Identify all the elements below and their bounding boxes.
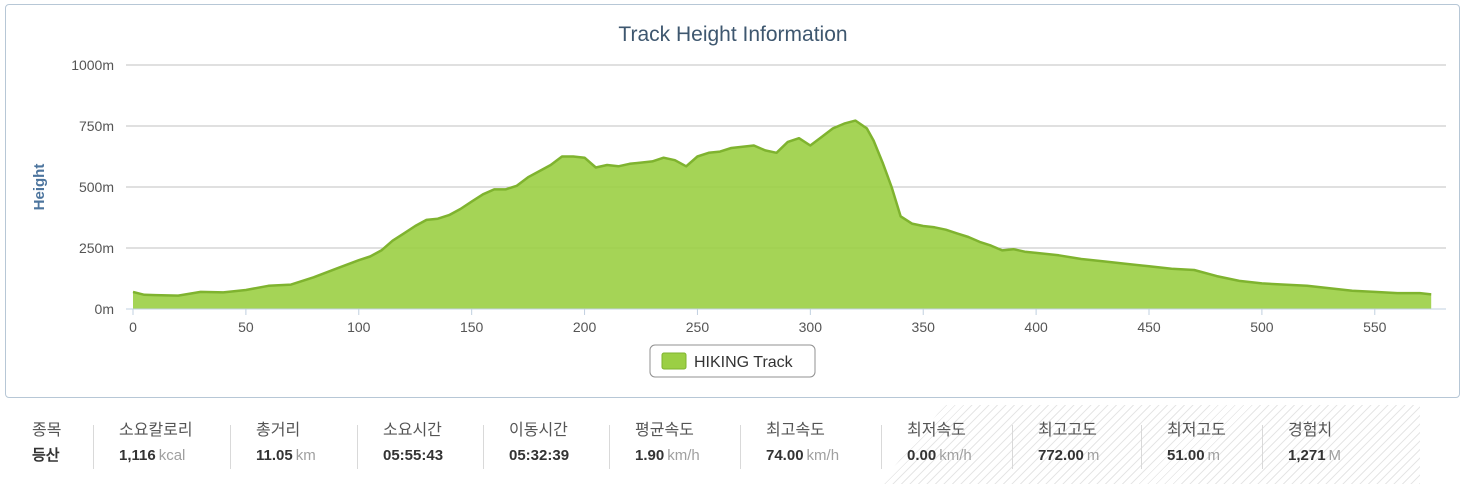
x-tick-label: 200 — [573, 319, 597, 335]
x-tick-label: 300 — [799, 319, 823, 335]
stat-divider — [1262, 425, 1263, 469]
stat-value: 772.00 m — [1038, 447, 1100, 464]
x-tick-label: 400 — [1024, 319, 1048, 335]
y-tick-label: 1000m — [71, 57, 114, 73]
stat-label: 최저속도 — [907, 422, 966, 439]
stat-value: 0.00 km/h — [907, 447, 972, 464]
x-tick-label: 550 — [1363, 319, 1387, 335]
decorative-hatch — [880, 405, 1420, 484]
stat-divider — [1141, 425, 1142, 469]
stat-divider — [740, 425, 741, 469]
stat-label: 총거리 — [256, 422, 301, 439]
stat-value: 51.00 m — [1167, 447, 1221, 464]
stat-experience: 경험치 1,271 M — [1288, 421, 1341, 473]
x-tick-label: 500 — [1250, 319, 1274, 335]
stat-value: 1,271 M — [1288, 447, 1342, 464]
stat-elapsed-time: 소요시간 05:55:43 — [383, 421, 446, 473]
legend-swatch — [661, 352, 687, 370]
x-tick-label: 100 — [347, 319, 371, 335]
stat-calories: 소요칼로리 1,116 kcal — [119, 421, 193, 473]
stat-max-altitude: 최고고도 772.00 m — [1038, 421, 1099, 473]
stat-total-distance: 총거리 11.05 km — [256, 421, 316, 473]
stat-divider — [1012, 425, 1013, 469]
chart-title: Track Height Information — [618, 23, 847, 46]
x-tick-label: 150 — [460, 319, 484, 335]
stat-moving-time: 이동시간 05:32:39 — [509, 421, 572, 473]
stat-min-speed: 최저속도 0.00 km/h — [907, 421, 972, 473]
stat-divider — [93, 425, 94, 469]
stat-label: 경험치 — [1288, 422, 1333, 439]
stat-value: 05:55:43 — [383, 447, 444, 464]
legend-box — [649, 344, 816, 378]
stat-divider — [230, 425, 231, 469]
stat-label: 최고고도 — [1038, 422, 1097, 439]
stat-value: 1.90 km/h — [635, 447, 700, 464]
stat-label: 종목 — [32, 422, 62, 439]
y-tick-label: 250m — [79, 240, 114, 256]
track-stats-bar: 종목 등산 소요칼로리 1,116 kcal 총거리 11.05 km 소요시간 0… — [0, 405, 1468, 484]
stat-sport: 종목 등산 — [32, 421, 63, 473]
x-tick-label: 350 — [912, 319, 936, 335]
chart-panel: Track Height Information Height 0m 250m 500m… — [5, 4, 1460, 398]
x-tick-label: 0 — [129, 319, 137, 335]
legend-label: HIKING Track — [694, 354, 794, 371]
stat-divider — [357, 425, 358, 469]
stat-value: 05:32:39 — [509, 447, 570, 464]
y-tick-label: 750m — [79, 118, 114, 134]
stat-max-speed: 최고속도 74.00 km/h — [766, 421, 839, 473]
stat-divider — [881, 425, 882, 469]
stat-value: 74.00 km/h — [766, 447, 840, 464]
y-tick-label: 0m — [95, 301, 114, 317]
stat-avg-speed: 평균속도 1.90 km/h — [635, 421, 700, 473]
stat-divider — [483, 425, 484, 469]
y-axis-label: Height — [31, 164, 48, 211]
height-chart: Track Height Information Height 0m 250m 500m… — [31, 23, 1446, 378]
stat-value: 11.05 km — [256, 447, 316, 464]
x-tick-label: 450 — [1137, 319, 1161, 335]
x-tick-label: 50 — [238, 319, 254, 335]
stat-label: 이동시간 — [509, 422, 568, 439]
stat-value: 등산 — [32, 447, 60, 464]
stat-label: 소요칼로리 — [119, 422, 193, 439]
stat-label: 최고속도 — [766, 422, 825, 439]
stat-min-altitude: 최저고도 51.00 m — [1167, 421, 1226, 473]
stat-label: 최저고도 — [1167, 422, 1226, 439]
series-line — [132, 119, 1432, 297]
stat-divider — [609, 425, 610, 469]
stat-label: 평균속도 — [635, 422, 694, 439]
y-tick-label: 500m — [79, 179, 114, 195]
stat-label: 소요시간 — [383, 422, 442, 439]
stat-value: 1,116 kcal — [119, 447, 186, 464]
x-tick-label: 250 — [686, 319, 710, 335]
